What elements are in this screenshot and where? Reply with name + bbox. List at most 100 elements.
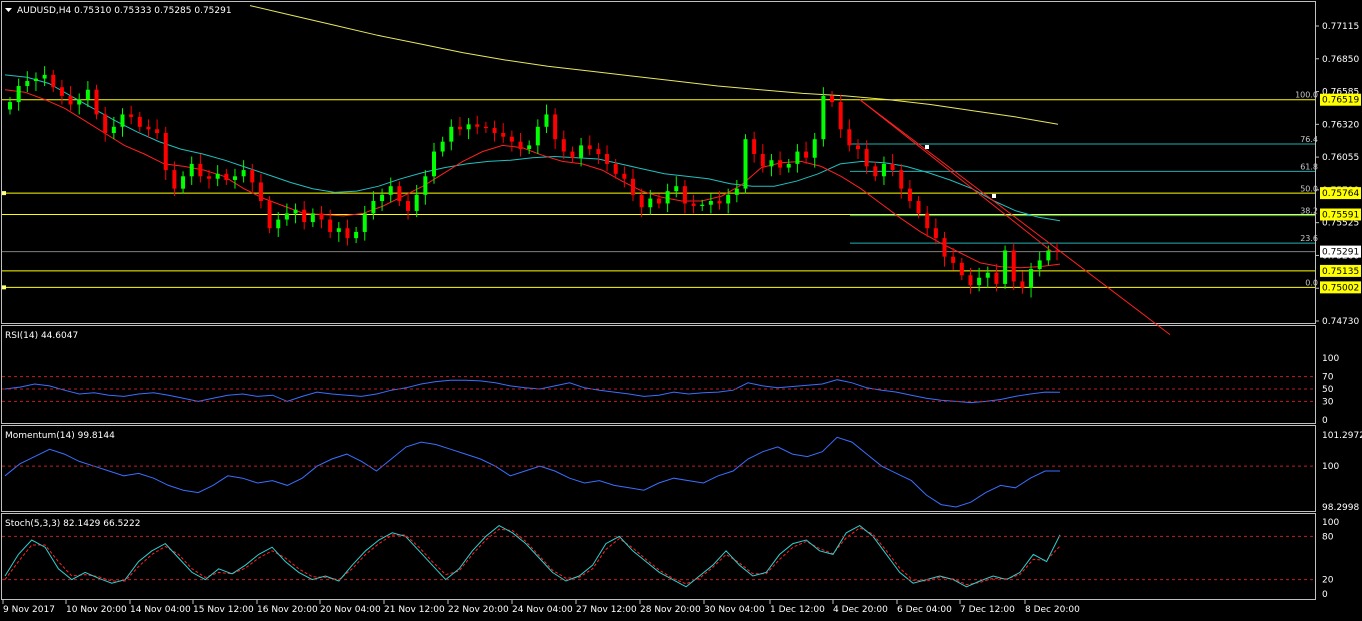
fib-level-label: 76.4 [1300,135,1318,144]
candle-body [726,194,731,204]
momentum-tick-label: 98.2998 [1322,503,1359,513]
stoch-main-line [4,525,1061,588]
candle-body [33,78,38,82]
candle-body [561,139,566,152]
price-label-text: 0.75135 [1322,267,1359,277]
x-tick-label: 20 Nov 04:00 [320,605,381,615]
price-label-box [1320,93,1361,106]
candle-body [59,87,64,96]
candle-body [310,213,315,223]
price-labels: 0.76519 0.75764 0.75591 0.75291 0.75135 0.750… [1320,93,1361,294]
candle-body [648,198,653,208]
candle-body [319,213,324,220]
candle-body [743,139,748,189]
candle-body [509,136,514,142]
candle-body [631,178,636,195]
ma-slow-line [249,5,1059,125]
candle-body [1011,250,1016,282]
x-tick-label: 1 Dec 12:00 [770,605,825,615]
x-tick-label: 4 Dec 20:00 [833,605,888,615]
candle-body [674,186,679,192]
candle-body [51,74,56,88]
candle-body [717,201,722,204]
candle-body [527,145,532,150]
candle-body [146,126,151,130]
stoch-panel-frame[interactable] [1,513,1316,600]
candle-body [778,160,783,168]
y-tick-label: 0.74730 [1322,317,1359,327]
candle-body [380,194,385,202]
momentum-indicator: 101.2972 100 98.2998 [2,431,1362,513]
x-tick-label: 7 Dec 12:00 [960,605,1015,615]
candle-body [968,275,973,286]
fib-level-label: 50.0 [1300,185,1318,194]
candle-body [752,139,757,155]
level-anchor-marker [2,285,6,290]
candle-body [579,145,584,158]
candle-body [111,126,116,133]
price-label-box [1320,281,1361,294]
candle-body [535,126,540,146]
candle-body [656,198,661,204]
x-tick-label: 10 Nov 20:00 [66,605,127,615]
price-label-text: 0.75002 [1322,283,1359,293]
candle-body [328,219,333,232]
y-tick-label: 0.76585 [1322,88,1359,98]
candle-body [94,89,99,115]
candle-body [276,219,281,229]
candle-body [267,201,272,229]
candle-body [397,186,402,202]
candle-body [345,228,350,239]
candle-body [682,186,687,204]
candle-body [16,85,21,103]
fib-diagonal [859,99,1053,253]
momentum-title: Momentum(14) 99.8144 [5,431,115,441]
time-axis: 9 Nov 2017 10 Nov 20:00 14 Nov 04:00 15 Nov… [2,600,1080,615]
x-tick-label: 14 Nov 04:00 [130,605,191,615]
trendlines[interactable] [859,99,1171,336]
candle-body [302,209,307,223]
fib-level-label: 0.0 [1305,278,1318,287]
candle-body [492,128,497,133]
rsi-tick-label: 100 [1322,354,1339,364]
y-tick-label: 0.77115 [1322,22,1359,32]
candle-body [42,74,47,79]
momentum-line [4,436,1060,508]
candle-body [933,228,938,239]
stoch-tick-label: 80 [1322,532,1334,542]
rsi-indicator: 100 70 50 30 0 [2,354,1339,426]
candle-body [354,231,359,239]
ma-fast-line [4,89,1061,269]
dropdown-arrow-icon[interactable] [5,8,12,12]
y-tick-label: 0.76850 [1322,55,1359,65]
trendline-anchor-point [992,194,996,198]
candle-body [388,186,393,195]
candle-body [431,151,436,177]
candle-body [734,188,739,195]
rsi-panel-frame[interactable] [1,325,1316,424]
x-tick-label: 30 Nov 04:00 [704,605,765,615]
candle-body [232,176,237,180]
candle-body [596,149,601,155]
x-tick-label: 28 Nov 20:00 [640,605,701,615]
main-panel-frame[interactable] [1,1,1316,324]
fib-level-label: 23.6 [1300,234,1318,243]
momentum-tick-label: 100 [1322,462,1339,472]
fib-level-label: 38.2 [1300,207,1318,216]
candle-body [544,114,549,127]
candle-body [951,256,956,263]
candle-body [925,213,930,229]
candle-body [1003,250,1008,284]
candle-body [440,141,445,152]
stoch-title: Stoch(5,3,3) 82.1429 66.5222 [5,519,140,529]
candle-body [804,151,809,158]
candle-body [475,124,480,127]
rsi-tick-label: 0 [1322,416,1328,426]
price-label-text: 0.75764 [1322,189,1359,199]
candle-body [518,141,523,150]
x-tick-label: 16 Nov 20:00 [257,605,318,615]
candle-body [977,277,982,286]
candle-body [423,176,428,195]
momentum-panel-frame[interactable] [1,425,1316,512]
